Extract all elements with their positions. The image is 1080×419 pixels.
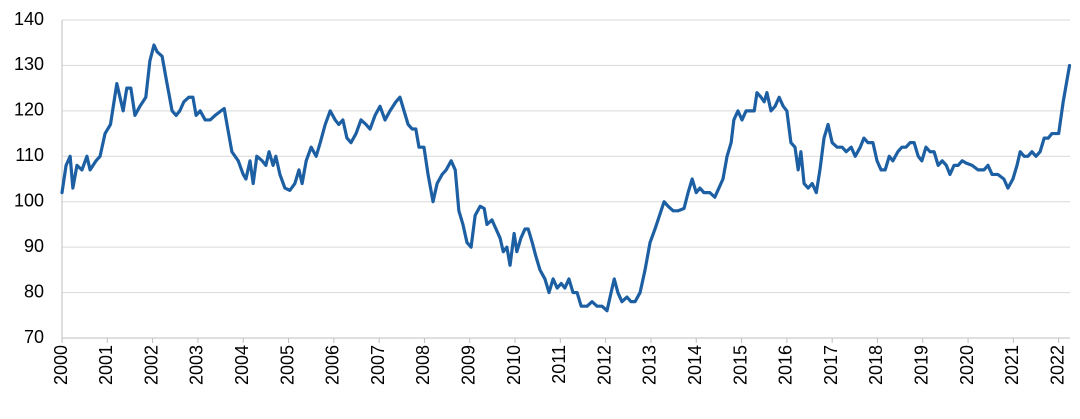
x-tick-label: 2008 [413, 345, 433, 385]
x-tick-label: 2012 [594, 345, 614, 385]
y-tick-label: 70 [24, 327, 44, 347]
y-tick-label: 110 [15, 145, 44, 165]
x-tick-label: 2022 [1047, 345, 1067, 385]
x-tick-label: 2000 [51, 345, 71, 385]
x-tick-label: 2003 [187, 345, 207, 385]
x-tick-label: 2006 [323, 345, 343, 385]
line-series [60, 43, 1072, 313]
x-tick-label: 2004 [232, 345, 252, 385]
x-tick-label: 2020 [957, 345, 977, 385]
y-tick-label: 140 [14, 9, 44, 29]
x-tick-label: 2013 [640, 345, 660, 385]
x-tick-label: 2010 [504, 345, 524, 385]
x-tick-label: 2018 [866, 345, 886, 385]
x-tick-label: 2017 [821, 345, 841, 385]
x-tick-label: 2001 [96, 345, 116, 385]
x-tick-label: 2019 [912, 345, 932, 385]
x-tick-label: 2015 [730, 345, 750, 385]
x-tick-label: 2005 [277, 345, 297, 385]
x-tick-label: 2002 [141, 345, 161, 385]
y-tick-label: 130 [14, 54, 44, 74]
x-tick-label: 2016 [776, 345, 796, 385]
x-tick-label: 2011 [549, 345, 569, 384]
x-tick-label: 2021 [1002, 345, 1022, 385]
x-tick-label: 2014 [685, 345, 705, 385]
y-tick-label: 80 [24, 281, 44, 301]
x-tick-label: 2007 [368, 345, 388, 385]
y-tick-label: 90 [24, 236, 44, 256]
y-tick-label: 120 [14, 100, 44, 120]
y-tick-label: 100 [14, 190, 44, 210]
x-tick-label: 2009 [458, 345, 478, 385]
